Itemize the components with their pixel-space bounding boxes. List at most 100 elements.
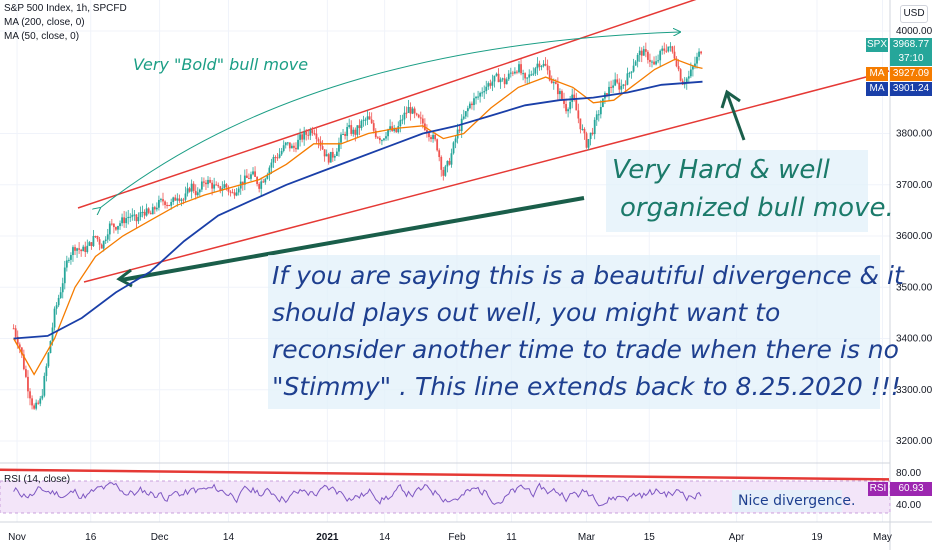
ma200-tag-label: MA: [866, 82, 888, 96]
candle-body: [698, 51, 700, 57]
candle-body: [290, 145, 293, 149]
candle-body: [632, 65, 635, 72]
candle-body: [47, 352, 50, 367]
candle-body: [376, 137, 379, 139]
candle-body: [522, 73, 524, 75]
candle-body: [526, 77, 529, 79]
candle-body: [389, 126, 391, 130]
candle-body: [667, 46, 670, 52]
candle-body: [608, 86, 610, 97]
candle-body: [231, 192, 234, 194]
candle-body: [636, 54, 639, 62]
candle-body: [252, 171, 254, 175]
candle-body: [450, 153, 453, 165]
candle-body: [127, 216, 130, 219]
candles: [12, 42, 702, 411]
candle-body: [45, 366, 48, 376]
candle-body: [16, 336, 19, 345]
candle-body: [288, 142, 291, 149]
candle-body: [293, 145, 295, 148]
candle-body: [241, 181, 244, 185]
candle-body: [518, 64, 520, 73]
time-tick-label: 11: [506, 532, 517, 543]
ma200-line: [13, 80, 703, 340]
candle-body: [534, 68, 537, 74]
ma200-tag-value: 3901.24: [890, 82, 932, 96]
candle-body: [78, 248, 81, 250]
candle-body: [620, 85, 623, 90]
candle-body: [200, 181, 203, 190]
candle-body: [444, 166, 447, 176]
candle-body: [471, 103, 473, 106]
candle-body: [98, 239, 101, 245]
candle-body: [250, 174, 252, 179]
candle-body: [548, 70, 551, 81]
candle-body: [190, 183, 193, 192]
candle-body: [417, 114, 420, 118]
candle-body: [556, 83, 559, 95]
time-tick-label: 19: [811, 532, 823, 543]
candle-body: [338, 142, 340, 152]
candle-body: [70, 255, 72, 260]
candle-body: [530, 74, 533, 76]
candle-body: [174, 197, 177, 201]
candle-body: [601, 98, 604, 108]
candle-body: [67, 259, 70, 261]
candle-body: [595, 114, 598, 120]
candle-body: [18, 344, 21, 348]
candle-body: [237, 188, 240, 193]
divergence-arrow-left: [116, 268, 133, 288]
candle-body: [309, 130, 312, 136]
candle-body: [94, 236, 97, 238]
candle-body: [483, 91, 486, 93]
candle-body: [182, 199, 185, 201]
price-tick-label: 3700.00: [896, 180, 932, 191]
rsi-tag-label: RSI: [868, 482, 888, 496]
candle-body: [61, 283, 64, 293]
candle-body: [55, 305, 58, 309]
candle-body: [274, 157, 277, 159]
candle-body: [509, 72, 512, 74]
candle-body: [606, 93, 608, 97]
candle-body: [401, 119, 404, 121]
candle-body: [20, 347, 23, 355]
candle-body: [243, 175, 246, 185]
candle-body: [591, 132, 594, 135]
ma50-tag-value: 3927.09: [890, 67, 932, 81]
candle-body: [532, 73, 535, 75]
candle-body: [186, 188, 189, 194]
candle-body: [694, 63, 696, 67]
rsi-axis-ticks: 80.00 40.00: [896, 468, 921, 511]
candle-body: [393, 128, 396, 131]
candle-body: [96, 236, 99, 240]
candle-body: [368, 116, 371, 120]
candle-body: [329, 151, 332, 163]
candle-body: [162, 199, 164, 202]
candle-body: [524, 73, 527, 79]
candle-body: [336, 151, 338, 156]
candle-body: [276, 157, 279, 159]
candle-body: [268, 167, 271, 175]
price-tick-label: 4000.00: [896, 26, 932, 37]
price-tick-label: 3600.00: [896, 231, 932, 242]
candle-body: [254, 171, 256, 177]
candle-body: [284, 142, 287, 146]
currency-button[interactable]: USD: [900, 5, 928, 23]
candle-body: [514, 71, 516, 74]
ma50-tag-label: MA: [866, 67, 888, 81]
candle-body: [426, 130, 428, 133]
candle-body: [354, 129, 357, 135]
candle-body: [262, 181, 265, 183]
candle-body: [442, 169, 445, 176]
candle-body: [119, 223, 121, 227]
candle-body: [675, 58, 678, 67]
candle-body: [585, 133, 588, 148]
candle-body: [213, 184, 216, 189]
rsi-line: [13, 482, 702, 507]
divergence-note-line4: "Stimmy" . This line extends back to 8.2…: [272, 372, 901, 401]
candle-body: [270, 162, 273, 168]
candle-body: [559, 91, 561, 95]
candle-body: [115, 227, 117, 230]
candle-body: [700, 51, 702, 54]
candle-body: [485, 86, 488, 92]
